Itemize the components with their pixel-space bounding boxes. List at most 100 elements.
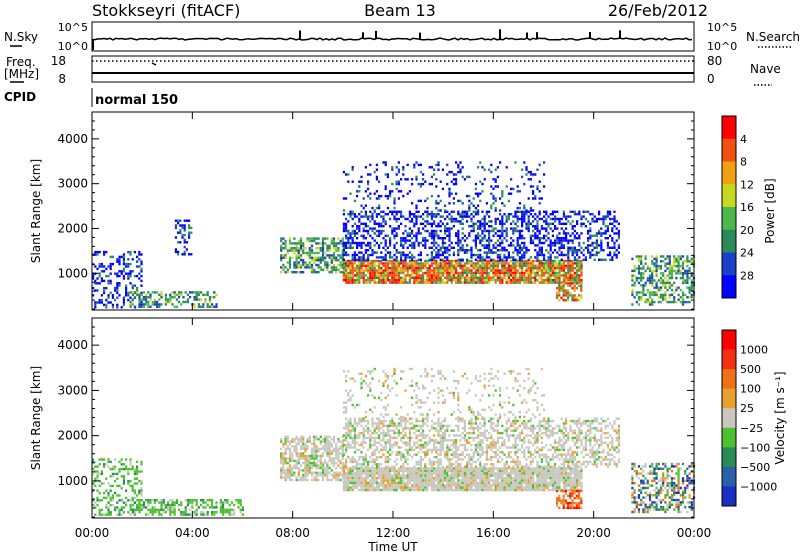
range-cell: [578, 259, 581, 263]
range-cell: [293, 247, 296, 250]
range-cell: [411, 486, 414, 489]
range-cell: [185, 248, 188, 251]
range-cell: [400, 281, 403, 284]
range-cell: [490, 262, 493, 265]
range-cell: [332, 462, 336, 465]
range-cell: [571, 287, 574, 290]
range-cell: [393, 258, 396, 261]
range-cell: [439, 246, 442, 249]
range-cell: [426, 469, 429, 473]
range-cell: [424, 239, 427, 242]
range-cell: [406, 246, 409, 249]
range-cell: [169, 513, 172, 516]
count-tick-bottom-left: 10^0: [58, 40, 88, 53]
range-cell: [463, 249, 466, 252]
range-cell: [466, 479, 469, 482]
range-cell: [330, 450, 333, 453]
range-cell: [602, 258, 605, 261]
range-cell: [98, 499, 101, 502]
range-cell: [606, 237, 609, 240]
range-cell: [477, 249, 480, 252]
range-cell: [571, 267, 574, 270]
range-cell: [688, 260, 691, 263]
range-cell: [446, 484, 449, 487]
range-cell: [415, 237, 418, 240]
freq-label-2: [MHz]: [4, 67, 39, 81]
range-cell: [337, 263, 340, 267]
range-cell: [153, 506, 156, 509]
range-cell: [373, 264, 376, 267]
range-cell: [122, 260, 125, 263]
range-cell: [400, 467, 403, 470]
range-cell: [437, 161, 440, 164]
range-cell: [402, 237, 405, 240]
range-cell: [536, 222, 539, 225]
range-cell: [479, 225, 482, 228]
range-cell: [419, 479, 422, 482]
range-cell: [291, 454, 294, 458]
range-cell: [284, 244, 287, 247]
range-cell: [404, 281, 407, 284]
range-cell: [525, 264, 528, 267]
range-cell: [518, 274, 521, 277]
range-cell: [353, 222, 356, 225]
range-cell: [228, 503, 231, 507]
range-cell: [330, 457, 333, 460]
range-cell: [158, 303, 161, 306]
range-cell: [109, 484, 112, 488]
range-cell: [483, 229, 486, 233]
range-cell: [380, 232, 383, 235]
range-cell: [613, 253, 616, 257]
range-cell: [308, 462, 311, 465]
range-cell: [204, 298, 207, 301]
range-cell: [382, 256, 385, 259]
range-cell: [122, 479, 125, 483]
range-cell: [679, 296, 682, 299]
range-cell: [569, 249, 572, 252]
range-cell: [640, 298, 643, 301]
range-cell: [282, 459, 285, 462]
range-cell: [328, 256, 331, 259]
range-cell: [673, 264, 676, 268]
range-cell: [450, 215, 453, 218]
range-cell: [349, 281, 352, 284]
range-cell: [578, 279, 581, 282]
range-cell: [131, 293, 134, 296]
range-cell: [664, 284, 667, 287]
range-cell: [441, 215, 444, 218]
range-cell: [153, 499, 156, 502]
range-cell: [391, 182, 394, 186]
range-cell: [507, 251, 510, 254]
range-cell: [288, 454, 292, 458]
range-cell: [675, 269, 678, 273]
range-cell: [494, 264, 497, 267]
range-cell: [437, 474, 440, 477]
range-cell: [402, 244, 405, 247]
range-cell: [200, 513, 203, 516]
range-cell: [382, 225, 385, 228]
range-cell: [534, 271, 537, 275]
range-cell: [291, 242, 294, 245]
range-cell: [215, 293, 218, 296]
range-cell: [288, 474, 292, 477]
range-cell: [512, 279, 515, 282]
range-cell: [310, 259, 314, 262]
range-cell: [529, 262, 532, 265]
range-cell: [529, 239, 532, 242]
range-cell: [659, 293, 663, 297]
range-cell: [367, 244, 370, 247]
range-cell: [437, 237, 440, 240]
range-cell: [556, 234, 559, 237]
range-cell: [481, 469, 484, 473]
range-cell: [360, 484, 363, 487]
range-cell: [306, 466, 309, 470]
range-cell: [413, 476, 416, 480]
range-cell: [347, 481, 350, 485]
range-cell: [448, 170, 451, 174]
range-cell: [551, 262, 554, 265]
range-cell: [485, 246, 488, 249]
range-cell: [637, 303, 641, 306]
range-cell: [103, 291, 106, 295]
range-cell: [319, 454, 322, 458]
